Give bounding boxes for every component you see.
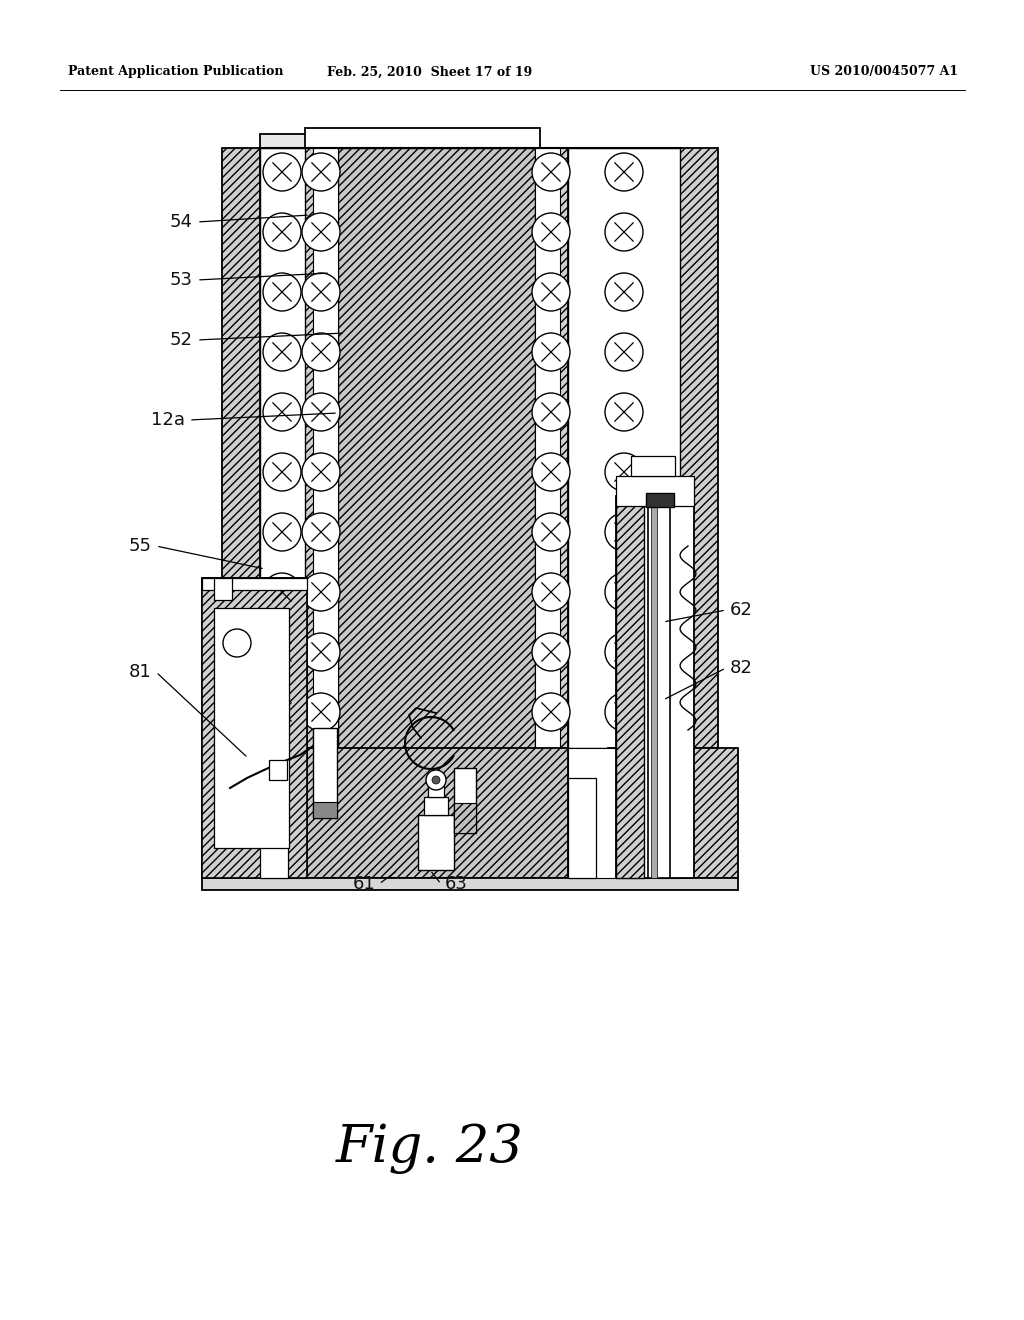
Bar xyxy=(305,128,540,148)
Circle shape xyxy=(532,693,570,731)
Circle shape xyxy=(302,213,340,251)
Circle shape xyxy=(302,333,340,371)
Circle shape xyxy=(263,634,301,671)
Bar xyxy=(313,148,338,748)
Bar xyxy=(428,785,444,797)
Bar xyxy=(616,477,694,506)
Bar xyxy=(260,148,305,748)
Circle shape xyxy=(532,453,570,491)
Circle shape xyxy=(605,634,643,671)
Circle shape xyxy=(302,634,340,671)
Circle shape xyxy=(263,573,301,611)
Circle shape xyxy=(532,153,570,191)
Circle shape xyxy=(302,573,340,611)
Bar xyxy=(535,148,560,748)
Circle shape xyxy=(605,573,643,611)
Bar xyxy=(680,148,718,748)
Circle shape xyxy=(302,153,340,191)
Bar xyxy=(651,496,657,878)
Circle shape xyxy=(532,213,570,251)
Text: 81: 81 xyxy=(129,663,152,681)
Circle shape xyxy=(263,273,301,312)
Circle shape xyxy=(605,273,643,312)
Bar xyxy=(202,578,307,878)
Circle shape xyxy=(605,693,643,731)
Bar xyxy=(305,148,568,748)
Circle shape xyxy=(263,153,301,191)
Circle shape xyxy=(302,393,340,432)
Bar xyxy=(202,578,307,590)
Circle shape xyxy=(605,453,643,491)
Bar xyxy=(616,496,644,878)
Circle shape xyxy=(302,453,340,491)
Circle shape xyxy=(302,273,340,312)
Bar xyxy=(305,748,568,878)
Bar xyxy=(313,729,337,818)
Bar xyxy=(260,748,305,878)
Bar xyxy=(631,455,675,477)
Bar xyxy=(418,814,454,870)
Circle shape xyxy=(532,273,570,312)
Text: 12a: 12a xyxy=(151,411,185,429)
Bar xyxy=(454,768,476,833)
Circle shape xyxy=(605,513,643,550)
Circle shape xyxy=(263,393,301,432)
Bar xyxy=(568,148,680,748)
Circle shape xyxy=(605,333,643,371)
Bar xyxy=(260,135,497,148)
Circle shape xyxy=(223,630,251,657)
Text: 62: 62 xyxy=(730,601,753,619)
Bar xyxy=(424,797,449,814)
Circle shape xyxy=(263,333,301,371)
Bar xyxy=(214,609,289,847)
Circle shape xyxy=(263,213,301,251)
Text: US 2010/0045077 A1: US 2010/0045077 A1 xyxy=(810,66,958,78)
Circle shape xyxy=(532,513,570,550)
Circle shape xyxy=(263,693,301,731)
Circle shape xyxy=(605,153,643,191)
Bar xyxy=(313,803,337,818)
Text: 55: 55 xyxy=(129,537,152,554)
Text: 61: 61 xyxy=(352,875,375,894)
Circle shape xyxy=(263,453,301,491)
Circle shape xyxy=(605,213,643,251)
Bar xyxy=(648,496,670,878)
Text: 52: 52 xyxy=(170,331,193,348)
Circle shape xyxy=(532,573,570,611)
Bar xyxy=(608,748,738,878)
Text: 82: 82 xyxy=(730,659,753,677)
Bar xyxy=(646,492,674,507)
Circle shape xyxy=(426,770,446,789)
Circle shape xyxy=(532,634,570,671)
Text: Fig. 23: Fig. 23 xyxy=(336,1122,524,1173)
Bar xyxy=(616,496,694,878)
Bar xyxy=(454,803,476,833)
Circle shape xyxy=(532,333,570,371)
Circle shape xyxy=(302,693,340,731)
Bar xyxy=(202,578,307,878)
Bar xyxy=(202,748,332,878)
Bar xyxy=(568,748,680,878)
Circle shape xyxy=(263,513,301,550)
Text: 63: 63 xyxy=(445,875,468,894)
Text: Patent Application Publication: Patent Application Publication xyxy=(68,66,284,78)
Circle shape xyxy=(432,776,440,784)
Bar xyxy=(214,578,232,601)
Text: Feb. 25, 2010  Sheet 17 of 19: Feb. 25, 2010 Sheet 17 of 19 xyxy=(328,66,532,78)
Bar xyxy=(568,777,596,878)
Bar xyxy=(202,878,738,890)
Bar xyxy=(222,148,260,748)
Bar xyxy=(260,777,288,878)
Bar xyxy=(269,760,287,780)
Circle shape xyxy=(605,393,643,432)
Text: 54: 54 xyxy=(170,213,193,231)
Circle shape xyxy=(532,393,570,432)
Bar xyxy=(338,148,535,748)
Circle shape xyxy=(302,513,340,550)
Text: 53: 53 xyxy=(170,271,193,289)
